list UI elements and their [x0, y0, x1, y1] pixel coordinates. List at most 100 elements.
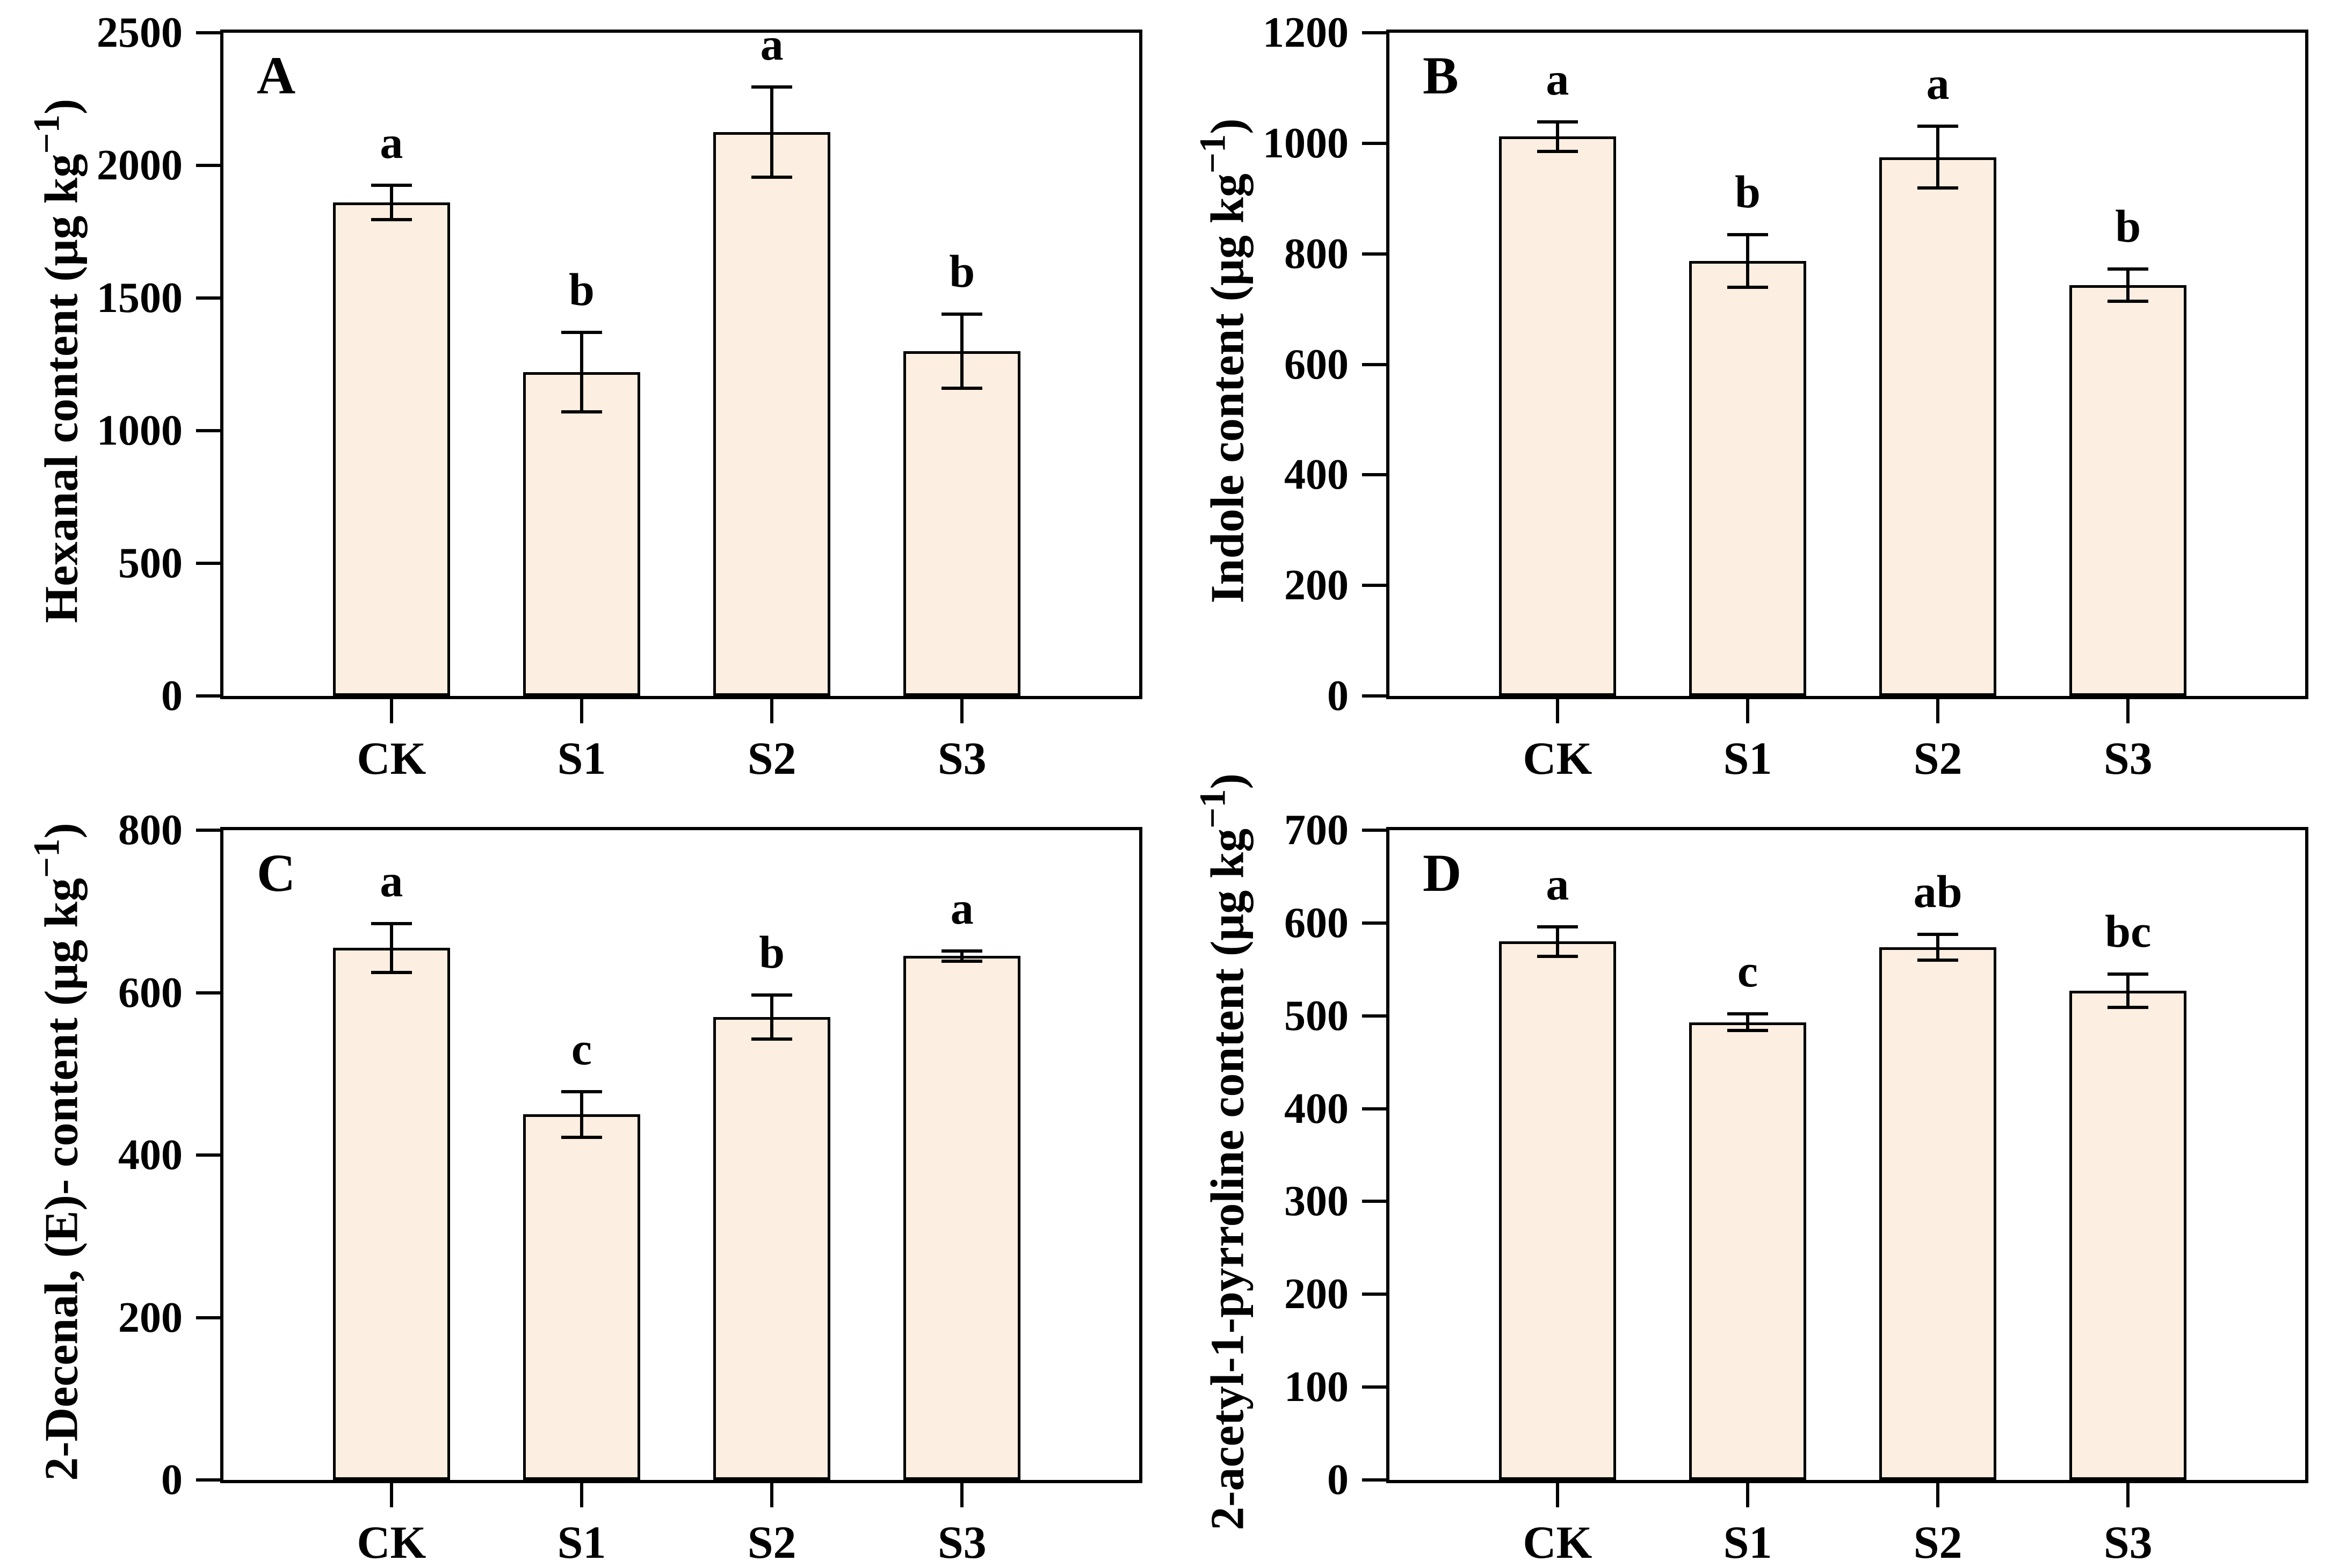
bar: [713, 132, 831, 696]
error-bar-cap-top: [1727, 233, 1768, 236]
error-bar-cap-top: [2108, 972, 2149, 976]
error-bar-cap-bottom: [1727, 286, 1768, 289]
y-axis-tick: [1362, 1478, 1386, 1482]
error-bar-line: [1555, 121, 1559, 152]
error-bar-cap-top: [561, 331, 602, 335]
panel-letter: D: [1423, 843, 1462, 903]
error-bar-cap-top: [751, 993, 793, 997]
plot-area: C 0 200 400 600 800 a CK c S1 b S2 a S3: [118, 807, 1142, 1568]
y-axis-tick-label: 200: [1284, 562, 1349, 609]
x-axis-tick-label: S1: [557, 732, 606, 784]
y-axis-tick: [196, 1153, 220, 1157]
y-axis-tick-label: 600: [1284, 340, 1349, 388]
error-bar-cap-bottom: [751, 176, 793, 179]
y-axis-tick: [196, 31, 220, 34]
error-bar-cap-bottom: [561, 1135, 602, 1139]
x-axis-tick: [389, 699, 393, 723]
significance-letter: a: [1546, 53, 1569, 105]
bar: [332, 948, 450, 1480]
y-axis-tick: [1362, 473, 1386, 477]
error-bar-cap-top: [942, 312, 983, 316]
error-bar-line: [2126, 269, 2130, 302]
error-bar-line: [389, 923, 393, 972]
y-axis-title-close: ): [35, 823, 88, 839]
error-bar-cap-top: [1537, 925, 1578, 928]
x-axis-tick-label: S3: [937, 732, 987, 784]
y-axis-tick-label: 500: [118, 540, 183, 587]
x-axis-tick: [1936, 699, 1940, 723]
error-bar-cap-bottom: [2108, 300, 2149, 303]
error-bar-cap-bottom: [2108, 1006, 2149, 1010]
panel-letter: A: [257, 46, 296, 105]
x-axis-tick: [2126, 1483, 2130, 1507]
y-axis-tick-label: 0: [161, 1456, 183, 1504]
bar: [1689, 261, 1806, 696]
panel-acetyl-pyrroline: 2-acetyl-1-pyrroline content (μg kg−1) D…: [1166, 773, 2332, 1568]
y-axis-tick: [196, 694, 220, 698]
x-axis-tick: [770, 699, 774, 723]
error-bar-line: [1936, 126, 1940, 188]
error-bar-cap-bottom: [1537, 150, 1578, 154]
y-axis-tick-label: 0: [161, 672, 183, 720]
panel-indole: Indole content (μg kg−1) B 0 200 400 600 800…: [1166, 0, 2332, 784]
error-bar-line: [2126, 974, 2130, 1008]
y-axis-tick-label: 600: [118, 969, 183, 1017]
y-axis-tick-label: 300: [1284, 1178, 1349, 1225]
y-axis-tick: [1362, 31, 1386, 34]
x-axis-tick-label: S2: [747, 1516, 796, 1568]
y-axis-tick-label: 2000: [97, 142, 183, 189]
x-axis-tick-label: CK: [357, 1516, 426, 1568]
x-axis-tick: [770, 1483, 774, 1507]
y-axis-tick-label: 200: [1284, 1271, 1349, 1318]
y-axis-title-text: 2-acetyl-1-pyrroline content (μg kg: [1201, 828, 1254, 1530]
error-bar-cap-bottom: [371, 218, 412, 222]
y-axis-tick-label: 400: [118, 1131, 183, 1179]
x-axis-tick-label: S1: [1723, 732, 1772, 784]
significance-letter: b: [569, 264, 595, 316]
y-axis-tick-label: 500: [1284, 992, 1349, 1040]
error-bar-line: [580, 1092, 583, 1137]
y-axis-tick: [1362, 1014, 1386, 1018]
y-axis-tick-label: 800: [118, 807, 183, 854]
bar: [2069, 991, 2187, 1480]
y-axis-title-close: ): [35, 98, 88, 115]
error-bar-line: [580, 332, 583, 412]
error-bar-cap-bottom: [371, 970, 412, 974]
bar: [1689, 1022, 1806, 1480]
x-axis-tick-label: CK: [357, 732, 426, 784]
y-axis-tick: [196, 296, 220, 300]
significance-letter: b: [759, 926, 785, 978]
panel-decenal: 2-Decenal, (E)- content (μg kg−1) C 0 200…: [0, 784, 1166, 1568]
significance-letter: b: [1735, 165, 1761, 217]
y-axis-tick: [1362, 1293, 1386, 1296]
y-axis-tick-label: 700: [1284, 807, 1349, 854]
y-axis-title-text: Hexanal content (μg kg: [35, 154, 88, 623]
y-axis-tick-label: 2500: [97, 9, 183, 56]
error-bar-cap-bottom: [942, 959, 983, 963]
error-bar-line: [389, 185, 393, 220]
error-bar-cap-bottom: [751, 1037, 793, 1041]
y-axis-tick: [1362, 1107, 1386, 1110]
plot-area: D 0 100 200 300 400 500 600 700 a CK c S1 ab S2 bc S3: [1284, 807, 2308, 1568]
y-axis-title-text: 2-Decenal, (E)- content (μg kg: [35, 877, 88, 1481]
bar: [332, 202, 450, 696]
y-axis-tick: [196, 1478, 220, 1482]
y-axis-tick: [196, 1316, 220, 1319]
bar: [1879, 947, 1997, 1480]
error-bar-cap-top: [1917, 124, 1959, 128]
y-axis-tick: [196, 562, 220, 565]
y-axis-tick: [196, 164, 220, 167]
error-bar-cap-bottom: [942, 386, 983, 390]
y-axis-title-superscript: −1: [26, 838, 67, 878]
y-axis-tick: [1362, 362, 1386, 366]
y-axis-tick: [196, 829, 220, 832]
panel-letter: C: [257, 843, 296, 903]
error-bar-line: [1555, 926, 1559, 957]
significance-letter: b: [949, 245, 975, 297]
y-axis-tick: [1362, 829, 1386, 832]
error-bar-cap-bottom: [1917, 959, 1959, 962]
bar: [1498, 136, 1616, 696]
y-axis-tick-label: 1000: [97, 407, 183, 454]
y-axis-title-text: Indole content (μg kg: [1201, 173, 1254, 604]
y-axis-tick-label: 0: [1327, 672, 1349, 720]
